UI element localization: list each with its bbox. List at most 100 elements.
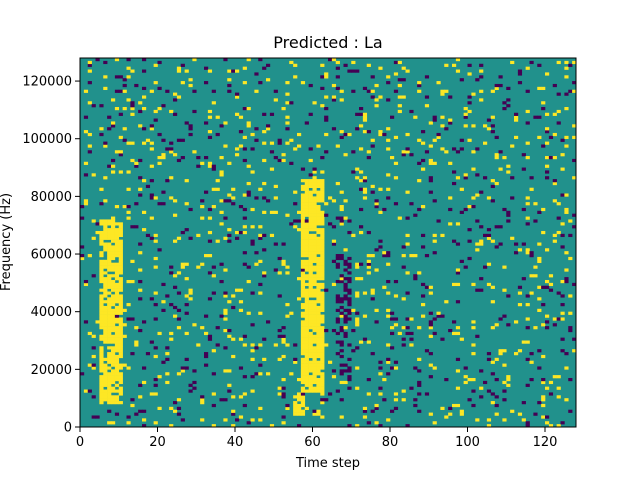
heatmap-cell <box>242 207 247 212</box>
heatmap-cell <box>107 392 112 396</box>
heatmap-cell <box>397 331 402 336</box>
heatmap-cell <box>486 118 492 122</box>
heatmap-cell <box>281 386 286 390</box>
heatmap-cell <box>246 121 251 125</box>
heatmap-cell <box>316 409 321 413</box>
heatmap-cell <box>320 337 325 341</box>
heatmap-cell <box>107 262 112 266</box>
heatmap-cell <box>417 409 422 413</box>
heatmap-cell <box>556 202 561 206</box>
heatmap-cell <box>304 248 309 252</box>
heatmap-cell <box>312 294 317 298</box>
heatmap-cell <box>111 239 116 243</box>
heatmap-cell <box>545 130 550 134</box>
heatmap-cell <box>312 210 317 214</box>
heatmap-cell <box>308 265 313 269</box>
heatmap-cell <box>320 63 325 67</box>
heatmap-cell <box>312 254 317 258</box>
heatmap-cell <box>103 311 108 315</box>
heatmap-cell <box>308 274 313 278</box>
heatmap-cell <box>370 291 375 295</box>
heatmap-cell <box>339 297 344 301</box>
heatmap-cell <box>308 254 313 258</box>
heatmap-cell <box>91 173 96 177</box>
heatmap-cell <box>316 207 321 212</box>
heatmap-cell <box>285 314 290 318</box>
heatmap-cell <box>169 424 174 428</box>
heatmap-cell <box>99 305 104 310</box>
heatmap-cell <box>304 337 309 341</box>
heatmap-cell <box>386 262 391 266</box>
heatmap-cell <box>502 314 507 318</box>
heatmap-cell <box>107 245 112 249</box>
heatmap-cell <box>320 375 325 379</box>
heatmap-cell <box>227 89 232 93</box>
heatmap-cell <box>312 337 317 341</box>
heatmap-cell <box>277 392 282 396</box>
heatmap-cell <box>111 274 116 278</box>
heatmap-cell <box>103 265 108 269</box>
heatmap-cell <box>506 377 511 382</box>
heatmap-cell <box>320 317 325 321</box>
heatmap-cell <box>320 156 325 160</box>
heatmap-cell <box>362 130 368 134</box>
heatmap-cell <box>126 210 131 214</box>
heatmap-cell <box>452 170 457 174</box>
heatmap-cell <box>436 219 441 223</box>
heatmap-cell <box>335 317 340 321</box>
heatmap-cell <box>114 271 120 275</box>
heatmap-cell <box>436 314 441 318</box>
heatmap-cell <box>242 251 247 255</box>
heatmap-cell <box>304 326 309 330</box>
heatmap-cell <box>413 398 418 402</box>
heatmap-cell <box>359 262 364 266</box>
heatmap-cell <box>455 326 461 330</box>
heatmap-cell <box>83 115 89 119</box>
heatmap-cell <box>277 386 282 390</box>
heatmap-cell <box>564 135 569 140</box>
heatmap-cell <box>510 236 515 240</box>
heatmap-cell <box>316 199 321 203</box>
heatmap-cell <box>304 340 309 344</box>
heatmap-cell <box>320 343 325 347</box>
heatmap-cell <box>114 372 120 376</box>
heatmap-cell <box>153 109 158 114</box>
heatmap-cell <box>320 314 325 318</box>
heatmap-cell <box>300 392 306 396</box>
heatmap-cell <box>494 323 499 327</box>
heatmap-cell <box>351 308 356 312</box>
heatmap-cell <box>316 354 321 359</box>
heatmap-cell <box>572 158 577 163</box>
heatmap-cell <box>169 331 174 336</box>
heatmap-cell <box>87 60 92 65</box>
heatmap-cell <box>471 320 476 324</box>
heatmap-cell <box>506 210 511 214</box>
heatmap-cell <box>312 372 317 376</box>
heatmap-cell <box>316 360 321 364</box>
heatmap-cell <box>95 230 100 235</box>
heatmap-cell <box>118 112 123 116</box>
heatmap-cell <box>107 311 112 315</box>
heatmap-cell <box>184 294 189 298</box>
heatmap-cell <box>560 421 565 425</box>
heatmap-cell <box>533 115 538 119</box>
heatmap-cell <box>238 115 244 119</box>
heatmap-cell <box>312 314 317 318</box>
heatmap-cell <box>111 360 116 364</box>
heatmap-cell <box>556 121 561 125</box>
heatmap-cell <box>335 262 340 266</box>
heatmap-cell <box>153 346 158 350</box>
heatmap-cell <box>304 314 309 318</box>
heatmap-cell <box>490 115 495 119</box>
heatmap-cell <box>409 109 414 114</box>
heatmap-cell <box>219 199 224 203</box>
heatmap-cell <box>440 233 445 238</box>
heatmap-cell <box>572 282 577 287</box>
heatmap-cell <box>537 256 542 261</box>
heatmap-cell <box>355 323 360 327</box>
heatmap-cell <box>343 259 348 263</box>
heatmap-cell <box>331 83 337 88</box>
heatmap-cell <box>308 334 313 338</box>
heatmap-cell <box>506 294 511 298</box>
heatmap-cell <box>316 340 321 344</box>
